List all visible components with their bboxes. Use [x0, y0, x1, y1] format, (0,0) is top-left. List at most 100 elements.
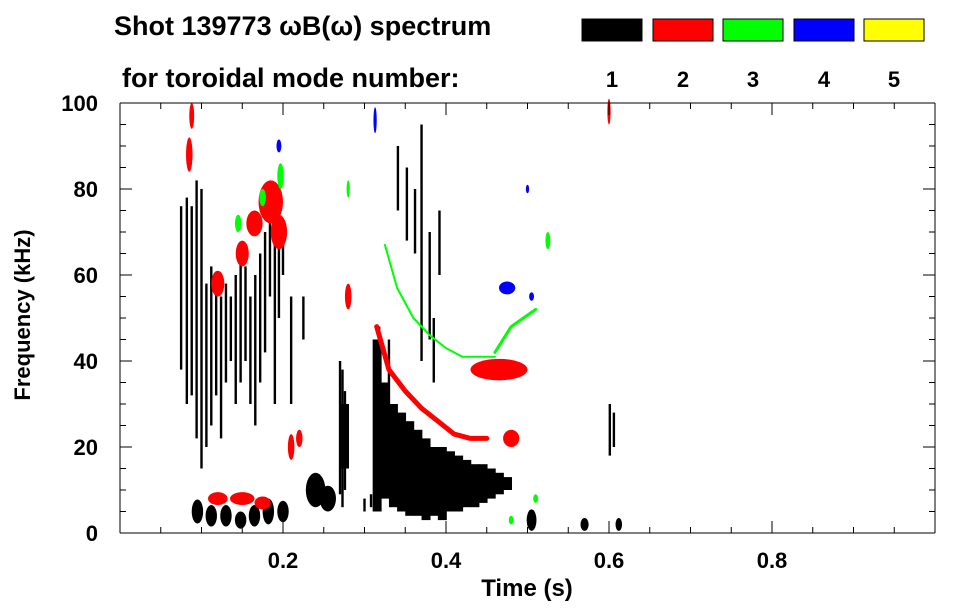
series-1-band-7 [214, 275, 218, 396]
legend-label-5: 5 [888, 67, 900, 92]
series-1-band-1 [185, 197, 189, 404]
series-1-region-0 [340, 404, 350, 469]
series-1-band-28 [369, 494, 373, 508]
series-1-band-22 [289, 296, 293, 404]
series-1-band-35 [428, 232, 431, 340]
series-1-region-5 [405, 421, 415, 516]
series-1-band-3 [195, 180, 198, 439]
series-1-band-0 [179, 206, 183, 370]
series-3-blob-4 [545, 232, 551, 250]
series-4-blob-2 [498, 281, 516, 295]
legend-swatch-3 [722, 18, 784, 42]
x-tick-label: 0.6 [594, 548, 625, 573]
series-1-region-2 [380, 382, 390, 499]
series-1-band-6 [210, 266, 213, 426]
legend-swatch-5 [863, 18, 925, 42]
series-1-band-38 [608, 404, 612, 456]
series-3 [234, 163, 551, 525]
series-2-blob-14 [254, 496, 271, 510]
series-3-curve-1 [493, 307, 538, 354]
series-1-band-16 [258, 253, 262, 383]
series-1-band-12 [239, 253, 242, 383]
series-1-region-6 [413, 429, 423, 516]
series-2-blob-6 [189, 103, 195, 129]
series-2-blob-3 [235, 240, 249, 267]
legend-swatch-1 [581, 18, 643, 42]
series-1-band-34 [420, 124, 423, 361]
series-1-blob-1 [205, 505, 217, 527]
x-tick-label: 0.2 [268, 548, 299, 573]
series-1-region-15 [486, 468, 496, 499]
series-1-region-9 [437, 447, 447, 521]
x-axis-label: Time (s) [481, 575, 573, 602]
series-1-band-5 [205, 283, 208, 447]
x-tick-label: 0.4 [431, 548, 462, 573]
y-tick-label: 100 [61, 91, 98, 116]
title-line-2: for toroidal mode number: [122, 63, 460, 93]
series-2-blob-1 [270, 214, 288, 250]
series-4-blob-4 [529, 292, 535, 301]
series-4-blob-3 [525, 184, 530, 194]
series-2-blob-8 [503, 429, 520, 447]
series-3-blob-1 [259, 189, 266, 207]
series-2-blob-10 [287, 434, 295, 460]
legend-label-3: 3 [747, 67, 759, 92]
series-1-region-16 [494, 472, 504, 495]
series-1-blob-0 [191, 499, 204, 524]
series-1-blob-9 [526, 509, 537, 531]
series-3-blob-6 [533, 494, 539, 503]
y-axis: 0 20 40 60 80 100 [61, 91, 936, 546]
x-tick-label: 0.8 [757, 548, 788, 573]
series-1-blob-11 [615, 517, 623, 531]
series-1-band-11 [234, 275, 237, 404]
series-2-blob-12 [208, 492, 228, 506]
legend-swatch-4 [793, 18, 855, 42]
series-3-blob-3 [346, 180, 350, 198]
y-tick-label: 80 [74, 177, 98, 202]
y-tick-label: 20 [74, 435, 98, 460]
series-3-curve-0 [383, 243, 496, 358]
series-1-band-15 [254, 275, 257, 426]
series-1-blob-3 [234, 511, 247, 529]
series-1-band-33 [413, 189, 417, 254]
series-1-band-31 [396, 146, 400, 211]
y-tick-label: 60 [74, 263, 98, 288]
series-1-band-4 [200, 189, 203, 469]
series-1-band-9 [224, 283, 228, 383]
legend-swatch-2 [652, 18, 714, 42]
x-axis: 0.2 0.4 0.6 0.8 [120, 102, 935, 573]
series-1-region-10 [446, 451, 455, 512]
series-1-band-27 [363, 498, 366, 512]
series-2-blob-7 [470, 358, 528, 381]
legend-label-1: 1 [606, 67, 618, 92]
series-3-blob-0 [277, 163, 284, 190]
series-1-band-13 [244, 266, 247, 361]
series-1-region-14 [478, 464, 488, 503]
y-tick-label: 40 [74, 349, 98, 374]
series-1-region-8 [429, 447, 439, 516]
y-tick-label: 0 [86, 521, 98, 546]
series-1-region-13 [470, 464, 480, 508]
legend-label-2: 2 [677, 67, 689, 92]
series-1-band-32 [405, 167, 409, 241]
series-1-blob-8 [319, 485, 336, 512]
series-1-band-21 [281, 232, 285, 275]
series-1-blob-2 [220, 505, 232, 527]
series-1-blob-6 [277, 500, 289, 523]
series-1-region-1 [372, 339, 382, 512]
series-4 [276, 107, 535, 301]
series-2-blob-13 [230, 492, 255, 506]
series-1-region-7 [421, 438, 431, 521]
series-2-blob-5 [186, 137, 193, 172]
series-2-blob-11 [296, 429, 303, 447]
series-1-band-36 [432, 318, 435, 383]
series-1-band-14 [249, 296, 252, 404]
series-1-band-18 [268, 210, 272, 297]
series-1-blob-4 [248, 505, 261, 527]
series-1-band-23 [302, 296, 305, 340]
series-4-blob-0 [373, 107, 377, 134]
series-1-band-10 [229, 296, 233, 361]
series-1-band-2 [190, 206, 193, 396]
series-3-blob-2 [234, 214, 242, 232]
